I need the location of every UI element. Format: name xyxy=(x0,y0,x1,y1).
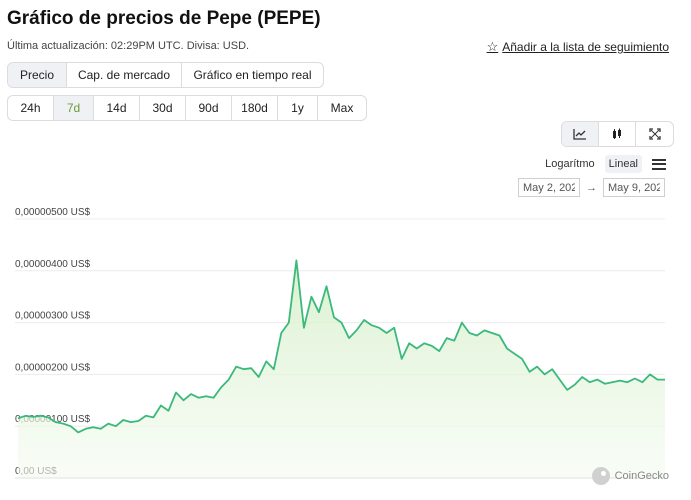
range-max-button[interactable]: Max xyxy=(330,101,354,115)
time-range-selector: 24h 7d 14d 30d 90d 180d 1y Max xyxy=(7,95,367,121)
add-to-watchlist-link[interactable]: ☆ Añadir a la lista de seguimiento xyxy=(487,39,669,55)
price-chart-svg: 0,00 US$0,00000100 US$0,00000200 US$0,00… xyxy=(15,207,665,479)
candlestick-button[interactable] xyxy=(599,122,636,146)
range-7d-button[interactable]: 7d xyxy=(54,96,94,120)
y-tick-label: 0,00000400 US$ xyxy=(15,259,91,270)
coingecko-credit: CoinGecko xyxy=(591,467,669,485)
y-tick-label: 0,00000200 US$ xyxy=(15,362,91,373)
line-chart-button[interactable] xyxy=(562,122,599,146)
y-tick-label: 0,00000500 US$ xyxy=(15,207,91,218)
price-area-fill xyxy=(18,260,665,478)
scale-selector: Logarítmo Lineal xyxy=(541,155,666,173)
star-icon: ☆ xyxy=(486,39,499,54)
fullscreen-icon xyxy=(648,128,661,140)
menu-icon[interactable] xyxy=(652,158,666,170)
tab-live-chart[interactable]: Gráfico en tiempo real xyxy=(193,68,312,82)
y-tick-label: 0,00000300 US$ xyxy=(15,311,91,322)
chart-metric-tabs: Precio Cap. de mercado Gráfico en tiempo… xyxy=(7,62,324,88)
log-scale-option[interactable]: Logarítmo xyxy=(545,158,595,170)
range-14d-button[interactable]: 14d xyxy=(94,96,140,120)
candlestick-icon xyxy=(613,128,621,139)
line-chart-icon xyxy=(573,129,586,140)
watchlist-label: Añadir a la lista de seguimiento xyxy=(502,40,669,54)
tab-price[interactable]: Precio xyxy=(8,63,67,87)
fullscreen-button[interactable] xyxy=(636,122,673,146)
range-30d-button[interactable]: 30d xyxy=(140,96,186,120)
chart-type-selector xyxy=(561,121,674,147)
date-arrow: → xyxy=(586,181,597,194)
credit-label: CoinGecko xyxy=(614,470,669,482)
range-24h-button[interactable]: 24h xyxy=(8,96,54,120)
coingecko-logo-icon xyxy=(591,467,610,485)
date-from-input[interactable] xyxy=(518,178,580,197)
price-series-line xyxy=(17,259,665,434)
last-updated-text: Última actualización: 02:29PM UTC. Divis… xyxy=(7,40,250,52)
range-1y-button[interactable]: 1y xyxy=(278,96,318,120)
range-180d-button[interactable]: 180d xyxy=(232,96,278,120)
range-90d-button[interactable]: 90d xyxy=(186,96,232,120)
price-chart[interactable]: 0,00 US$0,00000100 US$0,00000200 US$0,00… xyxy=(0,200,691,500)
tab-market-cap[interactable]: Cap. de mercado xyxy=(67,63,182,87)
page-title: Gráfico de precios de Pepe (PEPE) xyxy=(7,8,321,29)
date-range-inputs: → xyxy=(518,178,665,197)
date-to-input[interactable] xyxy=(603,178,665,197)
linear-scale-option[interactable]: Lineal xyxy=(604,155,642,173)
